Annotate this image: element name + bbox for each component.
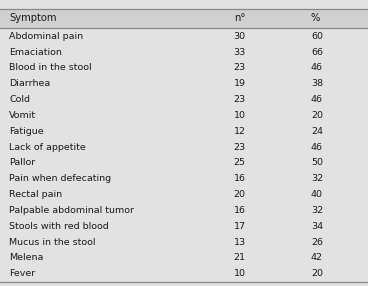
Text: Rectal pain: Rectal pain [9, 190, 62, 199]
Text: Fever: Fever [9, 269, 35, 278]
Text: Melena: Melena [9, 253, 43, 263]
Text: 16: 16 [234, 206, 246, 215]
Text: Fatigue: Fatigue [9, 127, 44, 136]
Text: 25: 25 [234, 158, 246, 167]
Text: Blood in the stool: Blood in the stool [9, 63, 92, 72]
Text: Lack of appetite: Lack of appetite [9, 142, 86, 152]
Text: 30: 30 [234, 32, 246, 41]
Text: n°: n° [234, 13, 245, 23]
Text: Abdominal pain: Abdominal pain [9, 32, 83, 41]
Text: 46: 46 [311, 63, 323, 72]
Text: Palpable abdominal tumor: Palpable abdominal tumor [9, 206, 134, 215]
Text: Pain when defecating: Pain when defecating [9, 174, 112, 183]
Bar [0, 9, 368, 28]
Text: Emaciation: Emaciation [9, 47, 62, 57]
Text: 66: 66 [311, 47, 323, 57]
Text: 20: 20 [311, 269, 323, 278]
Text: 13: 13 [234, 238, 246, 247]
Text: 23: 23 [234, 142, 246, 152]
Text: 20: 20 [234, 190, 246, 199]
Text: 38: 38 [311, 79, 323, 88]
Text: 26: 26 [311, 238, 323, 247]
Text: 34: 34 [311, 222, 323, 231]
Text: 24: 24 [311, 127, 323, 136]
Text: 50: 50 [311, 158, 323, 167]
Text: 23: 23 [234, 95, 246, 104]
Text: Cold: Cold [9, 95, 30, 104]
Text: Diarrhea: Diarrhea [9, 79, 50, 88]
Text: 46: 46 [311, 95, 323, 104]
Text: 17: 17 [234, 222, 246, 231]
Text: Symptom: Symptom [9, 13, 57, 23]
Text: 19: 19 [234, 79, 246, 88]
Text: Stools with red blood: Stools with red blood [9, 222, 109, 231]
Text: %: % [311, 13, 320, 23]
Text: Pallor: Pallor [9, 158, 35, 167]
Text: 16: 16 [234, 174, 246, 183]
Text: 40: 40 [311, 190, 323, 199]
Text: 10: 10 [234, 269, 246, 278]
Text: 60: 60 [311, 32, 323, 41]
Text: 32: 32 [311, 206, 323, 215]
Text: 42: 42 [311, 253, 323, 263]
Text: Vomit: Vomit [9, 111, 36, 120]
Text: 21: 21 [234, 253, 246, 263]
Text: 20: 20 [311, 111, 323, 120]
Text: 12: 12 [234, 127, 246, 136]
Text: 33: 33 [234, 47, 246, 57]
Text: 10: 10 [234, 111, 246, 120]
Text: 46: 46 [311, 142, 323, 152]
Text: 32: 32 [311, 174, 323, 183]
Text: Mucus in the stool: Mucus in the stool [9, 238, 96, 247]
Text: 23: 23 [234, 63, 246, 72]
